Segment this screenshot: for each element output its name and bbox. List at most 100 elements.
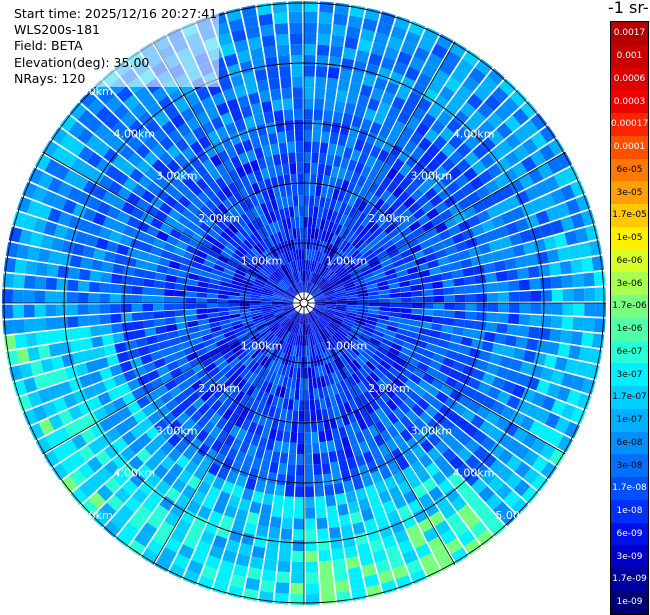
ray-gate [205, 254, 218, 264]
ray-gate [331, 383, 339, 396]
ray-gate [231, 484, 245, 498]
ray-gate [6, 350, 20, 366]
ray-gate [349, 4, 366, 18]
ray-gate [426, 143, 441, 158]
ray-gate [462, 205, 477, 219]
ray-gate [189, 183, 203, 197]
ray-gate [344, 389, 353, 402]
ray-gate [327, 257, 336, 268]
ray-gate [78, 219, 93, 234]
ray-gate [234, 118, 247, 132]
ray-gate [274, 339, 283, 350]
ray-gate [167, 174, 182, 188]
ray-gate [257, 324, 268, 333]
ray-gate [260, 459, 271, 472]
ray-gate [112, 154, 128, 170]
ray-gate [169, 188, 184, 202]
ray-gate [186, 285, 198, 292]
ray-gate [254, 424, 265, 437]
ray-gate [406, 524, 422, 539]
ray-gate [367, 168, 379, 182]
ray-gate [525, 403, 541, 420]
ray-gate [300, 238, 304, 250]
ray-gate [304, 152, 311, 163]
ray-gate [273, 290, 285, 296]
azimuth-line [152, 302, 305, 565]
ray-gate [422, 527, 439, 543]
ray-gate [177, 122, 192, 138]
ray-gate [449, 425, 464, 440]
ray-gate [361, 474, 374, 488]
ray-gate [219, 319, 232, 326]
ray-gate [315, 185, 322, 197]
ray-gate [150, 397, 165, 411]
ray-gate [221, 185, 233, 199]
ray-gate [189, 140, 204, 155]
ray-gate [34, 276, 47, 290]
ray-gate [560, 184, 576, 201]
ray-gate [33, 217, 48, 234]
ray-gate [253, 113, 265, 126]
ray-gate [409, 278, 422, 286]
ray-gate [289, 22, 303, 34]
ray-gate [96, 484, 114, 502]
ray-gate [254, 278, 266, 286]
ray-gate [427, 536, 445, 553]
ray-gate [379, 298, 391, 303]
ray-gate [387, 36, 403, 51]
ray-gate [327, 143, 337, 156]
ray-gate [405, 379, 418, 391]
ray-gate [412, 417, 427, 431]
ray-gate [269, 516, 282, 529]
colorbar-label: 1.7e-06 [612, 301, 647, 312]
ray-gate [201, 238, 214, 250]
ray-gate [242, 588, 259, 602]
ray-gate [200, 530, 216, 545]
ray-gate [77, 292, 89, 303]
ray-gate [275, 120, 285, 133]
ray-gate [335, 294, 347, 298]
ray-gate [14, 333, 28, 349]
ray-gate [336, 303, 348, 305]
ray-gate [348, 361, 359, 373]
ray-gate [453, 381, 468, 394]
ray-gate [367, 256, 379, 265]
ray-gate [173, 373, 187, 386]
ray-gate [412, 445, 427, 460]
ray-gate [400, 384, 413, 397]
ray-gate [437, 339, 450, 349]
ray-gate [495, 366, 510, 380]
ray-gate [570, 259, 583, 274]
ray-gate [231, 280, 243, 287]
ray-gate [281, 196, 289, 209]
ray-gate [419, 152, 434, 167]
ray-gate [213, 334, 226, 343]
ray-gate [110, 273, 123, 284]
ray-gate [268, 428, 278, 441]
ray-gate [262, 237, 272, 249]
ray-gate [505, 195, 521, 210]
ray-gate [260, 304, 272, 308]
ray-gate [176, 356, 189, 367]
ray-gate [204, 199, 217, 212]
ray-gate [320, 315, 331, 324]
ray-gate [310, 410, 317, 422]
ray-gate [173, 553, 190, 570]
ray-gate [274, 288, 285, 295]
ray-gate [365, 319, 377, 326]
ray-gate [250, 434, 261, 447]
ray-gate [153, 296, 164, 303]
colorbar-label: 1.7e-09 [612, 574, 647, 585]
ray-gate [326, 186, 335, 199]
ray-gate [288, 228, 294, 240]
ray-gate [239, 293, 251, 298]
ray-gate [472, 200, 487, 214]
ray-gate [420, 425, 434, 439]
ray-gate [182, 431, 196, 446]
ray-gate [120, 294, 132, 303]
ray-gate [363, 573, 380, 588]
ray-gate [73, 174, 89, 191]
ray-gate [265, 56, 278, 69]
ray-gate [278, 142, 288, 154]
ray-gate [167, 448, 182, 463]
